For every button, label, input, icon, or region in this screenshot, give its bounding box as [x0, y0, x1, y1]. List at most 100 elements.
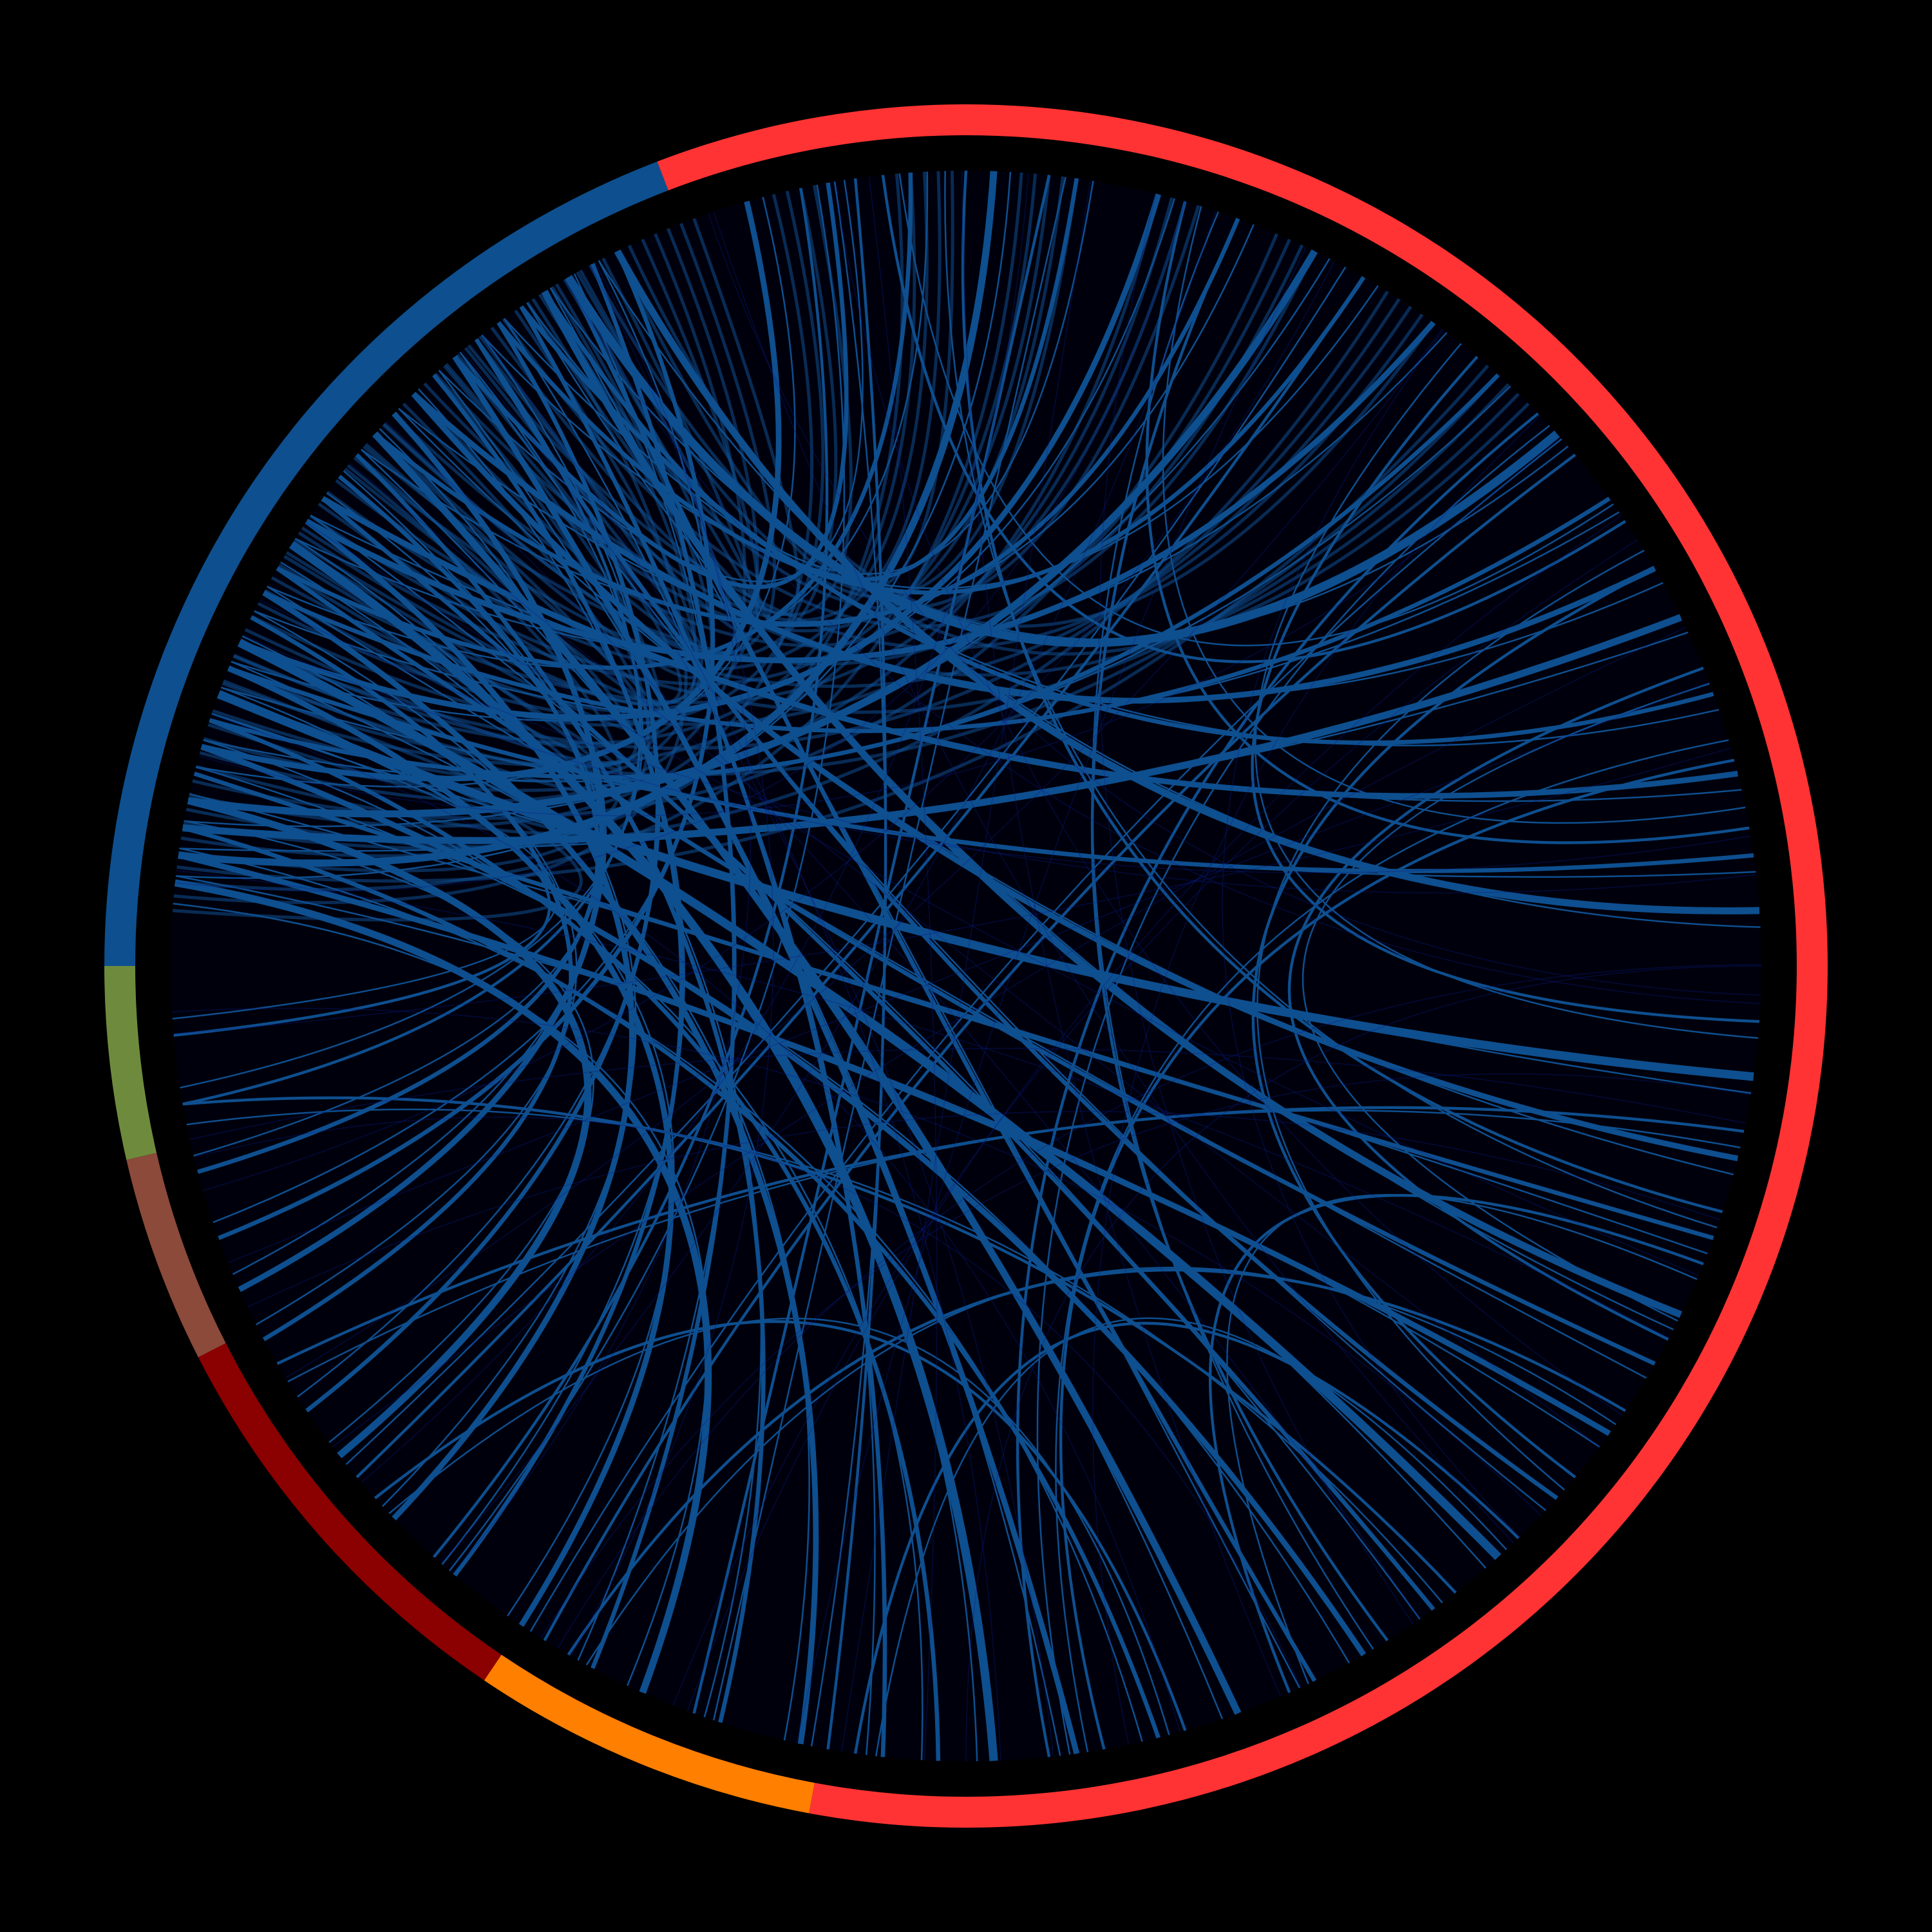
- chord-link-thin: [280, 562, 978, 1761]
- hub-chord: [363, 244, 1304, 666]
- chord-link: [355, 453, 766, 1723]
- chord-link: [355, 276, 1365, 1479]
- faint-chord: [1099, 193, 1414, 1624]
- chord-link: [227, 666, 1754, 873]
- faint-chord: [189, 1048, 1746, 1141]
- faint-chord: [173, 747, 1731, 1035]
- chord-link: [853, 1321, 1520, 1754]
- faint-chord: [452, 262, 752, 1574]
- chord-link-thin: [196, 196, 796, 788]
- hub-chord: [175, 172, 1023, 891]
- chord-link-thin: [1162, 205, 1746, 824]
- chord-link: [227, 665, 674, 1627]
- chord-link-thin: [186, 1108, 1443, 1604]
- chord-link: [218, 250, 715, 1240]
- chord-link-thin: [175, 875, 1600, 1448]
- chord-link-thin: [503, 317, 1719, 746]
- faint-chord: [961, 171, 1282, 1697]
- chord-link-thin: [175, 171, 1012, 879]
- chord-link-thin: [231, 198, 1175, 722]
- faint-chord: [687, 515, 1622, 1712]
- faint-chord: [198, 436, 1560, 817]
- faint-chord: [570, 265, 774, 1657]
- chord-link-thin: [287, 1110, 1741, 1383]
- chord-link-thin: [232, 428, 607, 1275]
- chord-link: [1145, 201, 1750, 844]
- faint-chord: [708, 213, 1761, 996]
- chord-link: [1287, 667, 1704, 1341]
- ring-segment-group-blue: [104, 161, 668, 966]
- chord-link: [1251, 355, 1760, 1023]
- hub-chord: [326, 171, 929, 671]
- faint-chord: [203, 261, 1335, 1191]
- chord-link: [432, 374, 684, 1577]
- chord-link: [305, 321, 660, 1413]
- chord-link: [497, 276, 1366, 595]
- chord-link: [182, 1096, 1457, 1594]
- chord-link: [177, 852, 1611, 1436]
- faint-chord: [332, 627, 1686, 1448]
- chord-link: [452, 355, 1080, 1755]
- chord-link-thin: [173, 902, 708, 1686]
- chord-link-thin: [1055, 739, 1729, 1752]
- chord-link: [412, 392, 1656, 704]
- ring-segment-group-red-tail: [657, 104, 1828, 966]
- faint-chord: [540, 1073, 1751, 1639]
- inner-ring: [151, 151, 1781, 1781]
- chord-link: [519, 305, 1714, 745]
- chord-link-thin: [810, 181, 887, 1747]
- faint-chord: [361, 173, 1029, 1483]
- faint-chord: [557, 964, 1762, 1649]
- chord-link: [209, 373, 1500, 780]
- hub-chord: [278, 197, 1174, 705]
- chord-link-thin: [438, 370, 1061, 1756]
- chord-link: [238, 193, 1161, 721]
- chord-link: [305, 518, 635, 1520]
- chord-link: [519, 305, 887, 1757]
- hub-chord: [502, 250, 1316, 629]
- chord-link: [174, 879, 712, 1694]
- chord-link: [182, 826, 1160, 1739]
- faint-chord: [1222, 329, 1520, 1538]
- faint-chord: [1092, 415, 1540, 1745]
- chord-link-thin: [184, 258, 1331, 828]
- chord-link: [543, 453, 1577, 1642]
- faint-chord: [242, 634, 1751, 873]
- faint-chords-layer: [172, 171, 1762, 1762]
- chord-link-thin: [310, 515, 1421, 1620]
- chord-link-thin: [1036, 424, 1550, 1755]
- faint-chord: [247, 1111, 1720, 1308]
- chord-link: [197, 475, 600, 1174]
- chord-link: [289, 541, 998, 1761]
- faint-chord: [796, 247, 1307, 1743]
- chord-link: [1251, 567, 1656, 1479]
- hub-chord: [183, 290, 1389, 850]
- faint-chord: [260, 599, 1756, 894]
- chord-link-thin: [343, 470, 762, 1718]
- faint-chord: [285, 328, 1443, 1379]
- ring-segment-group-brown: [126, 1153, 226, 1358]
- chord-link: [541, 290, 1683, 1318]
- chord-link: [216, 690, 1754, 1081]
- chord-link: [305, 320, 1436, 663]
- chord-link-thin: [345, 266, 1347, 1465]
- faint-chord: [386, 421, 1421, 1620]
- faint-chord: [564, 279, 1761, 1004]
- chord-link: [262, 590, 819, 1745]
- hub-chord: [456, 171, 942, 622]
- chord-link: [1059, 759, 1735, 1750]
- faint-chord: [172, 1007, 1542, 1516]
- chord-link: [200, 200, 782, 782]
- chord-link-thin: [203, 739, 923, 1761]
- chord-link: [374, 1320, 1187, 1731]
- faint-chord: [462, 350, 1054, 1757]
- faint-chord: [481, 334, 1001, 1761]
- chord-link-thin: [1255, 343, 1759, 1039]
- chord-link-thin: [180, 352, 643, 1089]
- chords-layer: [172, 170, 1761, 1761]
- faint-chord: [672, 539, 1638, 1706]
- faint-chord: [211, 714, 1180, 1732]
- ring-segment-group-orange: [484, 1654, 815, 1814]
